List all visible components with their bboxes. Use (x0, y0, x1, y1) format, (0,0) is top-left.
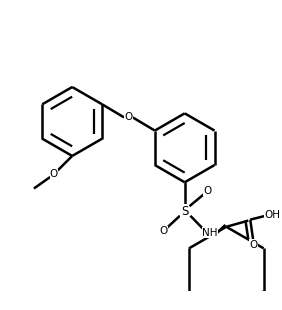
Text: S: S (181, 205, 188, 218)
Text: O: O (124, 113, 133, 122)
Text: O: O (204, 186, 212, 196)
Text: O: O (50, 169, 58, 179)
Text: O: O (160, 226, 168, 236)
Text: O: O (249, 240, 257, 250)
Text: OH: OH (264, 210, 280, 220)
Text: NH: NH (202, 228, 217, 237)
